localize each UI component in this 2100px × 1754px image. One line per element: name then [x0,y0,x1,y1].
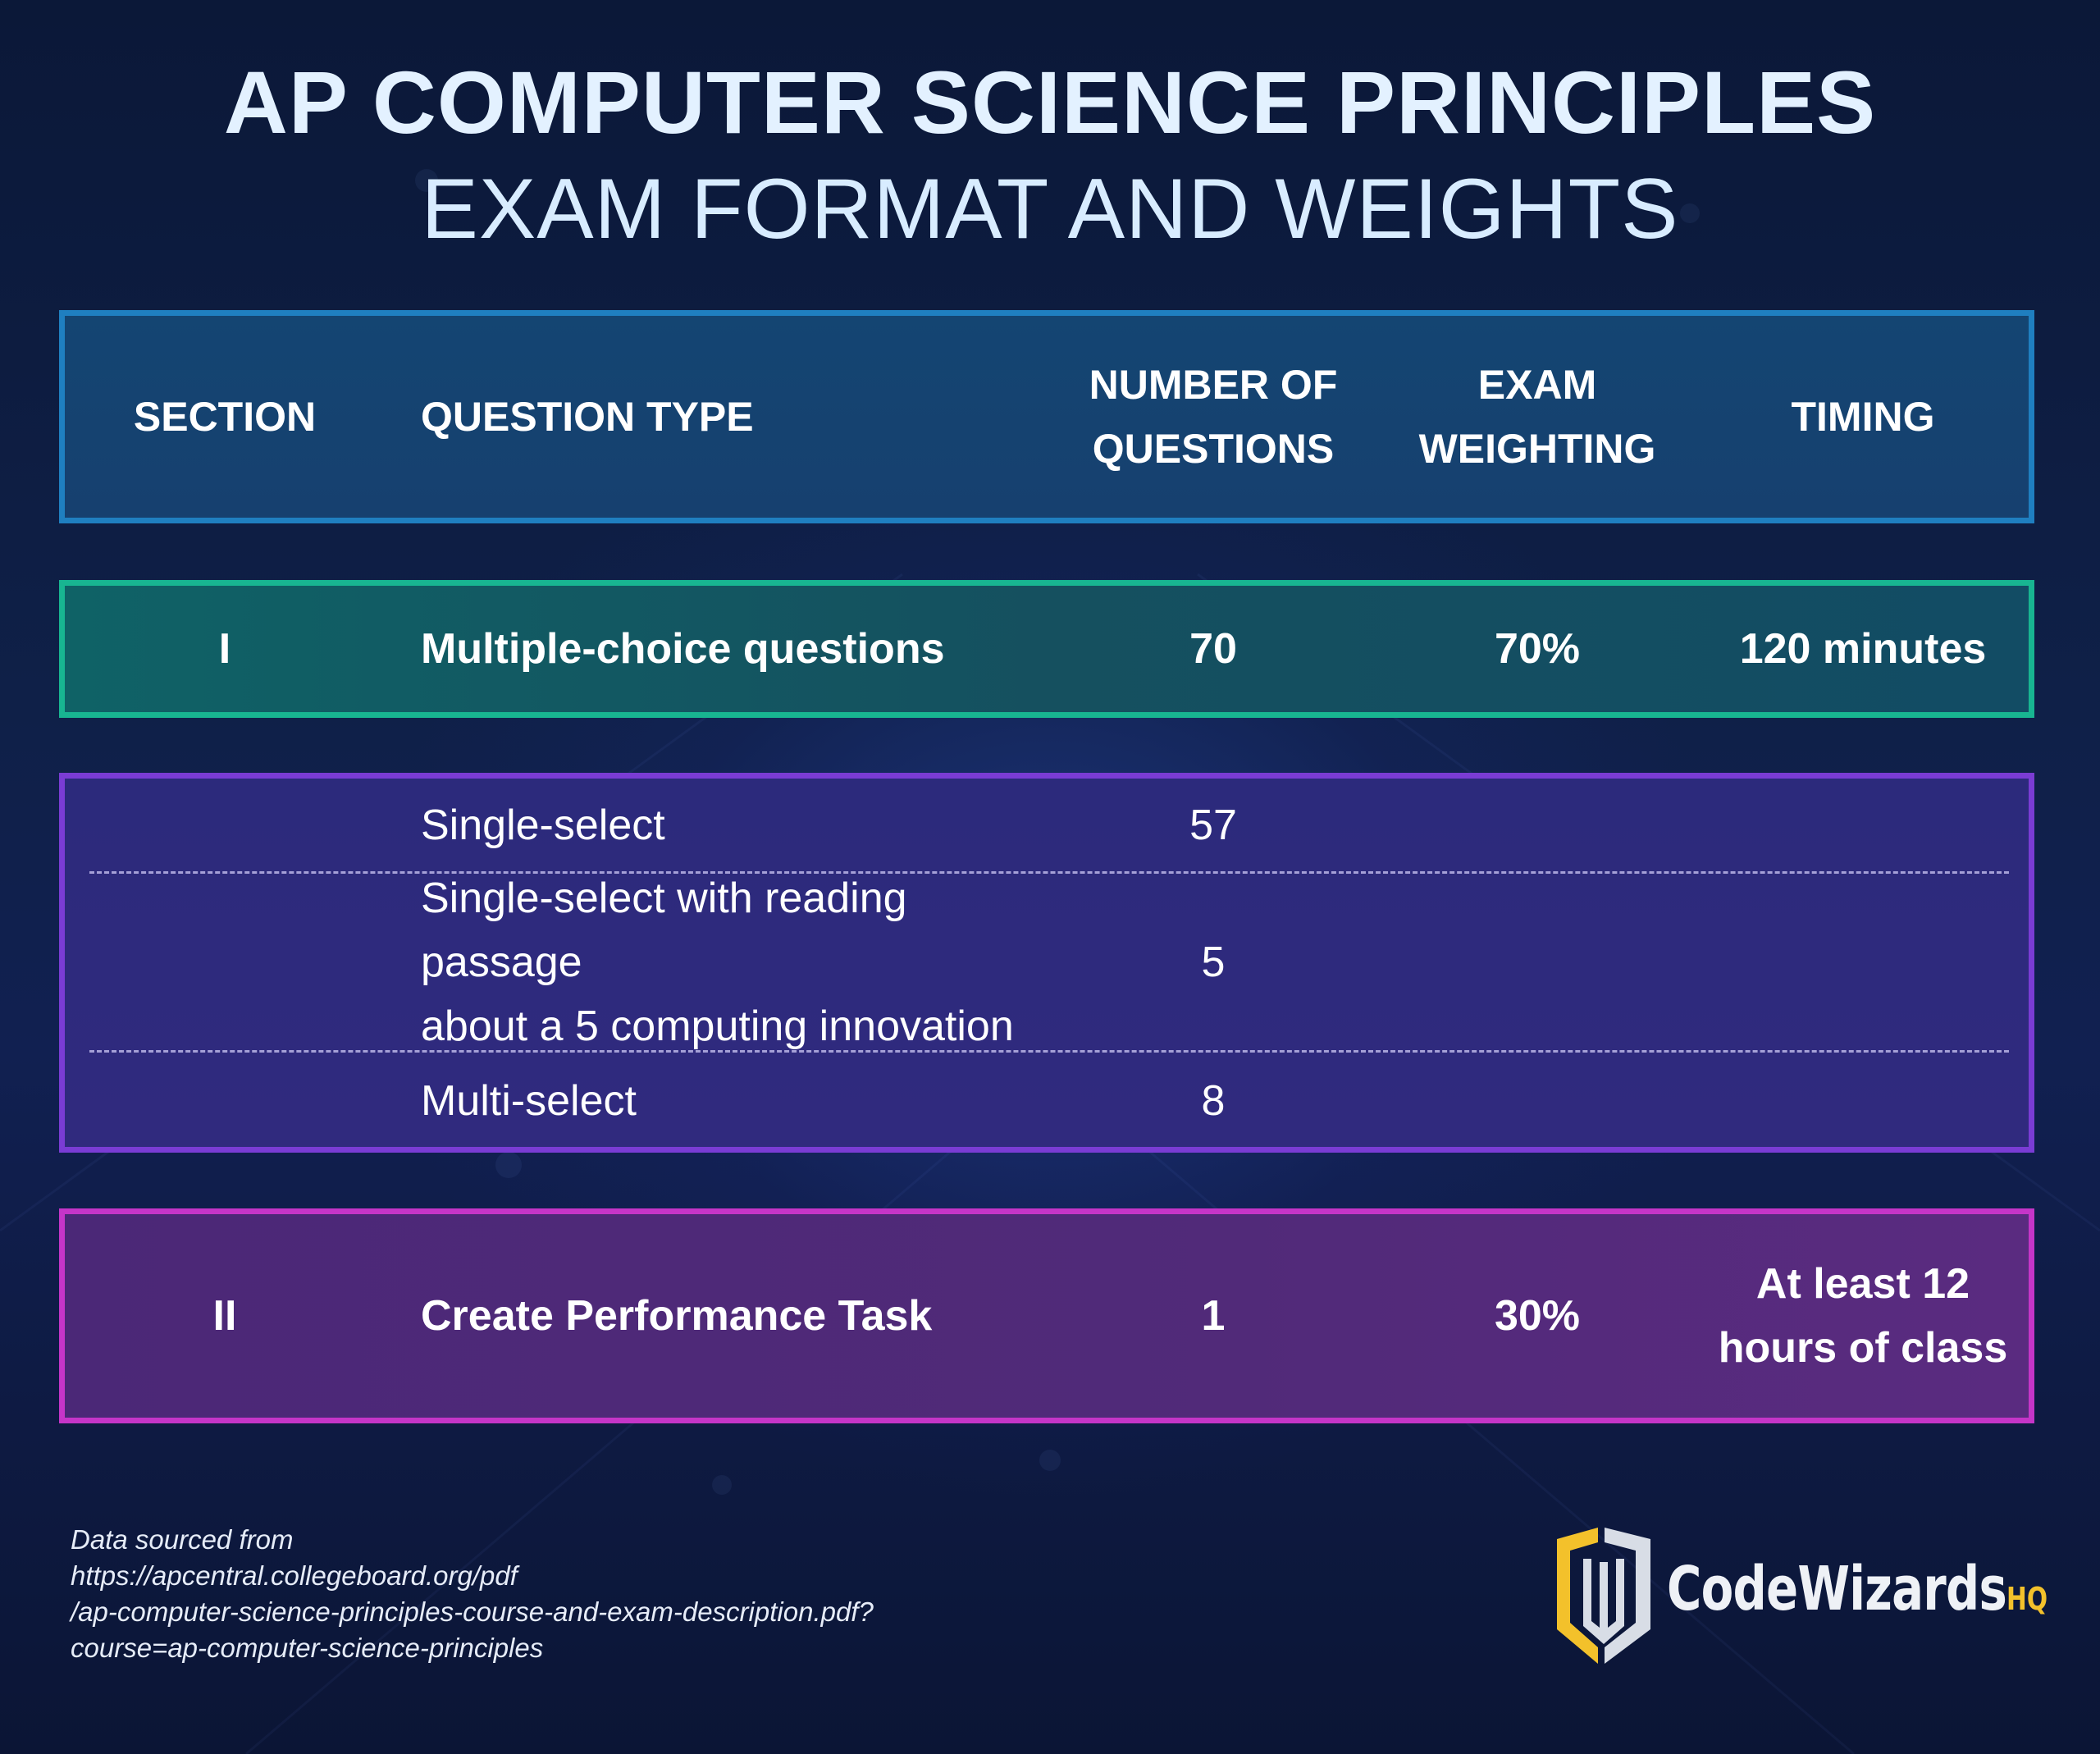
page-title: AP COMPUTER SCIENCE PRINCIPLES [223,53,1877,152]
logo-wordmark: CodeWizardsHQ [1667,1552,2048,1636]
section-2-question-count: 1 [1201,1292,1226,1340]
section-1-timing: 120 minutes [1739,625,1987,673]
section-2-number: II [212,1292,237,1340]
source-url-line1: https://apcentral.collegeboard.org/pdf [71,1560,518,1591]
subtype-3-question-count: 8 [1201,1077,1226,1125]
header-exam-weighting: EXAM WEIGHTING [1377,316,1697,518]
subtype-1-question-count: 57 [1189,802,1237,849]
section-2-timing: At least 12 hours of class [1697,1214,2029,1418]
source-line1: Data sourced from [71,1524,294,1555]
header-weighting-line2: WEIGHTING [1418,426,1656,472]
page-subtitle: EXAM FORMAT AND WEIGHTS [421,162,1679,257]
section-2-weighting: 30% [1494,1292,1581,1340]
header-number-line2: QUESTIONS [1092,426,1335,472]
logo-name: CodeWizards [1667,1554,2007,1624]
subtype-2-question-count: 5 [1201,939,1226,986]
table-row-section-2: II Create Performance Task 1 30% At leas… [59,1208,2034,1423]
table-row-section-1: I Multiple-choice questions 70 70% 120 m… [59,580,2034,718]
header-number-line1: NUMBER OF [1089,362,1338,408]
section-1-number: I [218,625,231,673]
table-header: SECTION QUESTION TYPE NUMBER OF QUESTION… [59,310,2034,523]
section-1-weighting: 70% [1494,625,1581,673]
subtype-1-question-type: Single-select [421,802,665,849]
subtype-list: Single-select 57 Single-select with read… [59,773,2034,1153]
header-section: SECTION [133,394,317,440]
section-1-question-count: 70 [1189,625,1237,673]
header-number-of-questions: NUMBER OF QUESTIONS [1049,316,1377,518]
section-2-question-type: Create Performance Task [421,1292,933,1340]
source-url-line2: /ap-computer-science-principles-course-a… [71,1596,874,1627]
subtype-2-line1: Single-select with reading passage [421,875,907,986]
codewizards-shield-icon [1557,1528,1650,1664]
header-timing: TIMING [1791,394,1935,440]
data-source-note: Data sourced from https://apcentral.coll… [71,1522,1055,1666]
subtype-2-line2: about a 5 computing innovation [421,1003,1014,1050]
source-url-line3: course=ap-computer-science-principles [71,1633,544,1663]
header-weighting-line1: EXAM [1477,362,1597,408]
codewizards-logo: CodeWizardsHQ [1550,1524,2048,1668]
subtype-2-question-type: Single-select with reading passage about… [421,875,1077,1050]
section-2-timing-line1: At least 12 [1755,1260,1970,1308]
subtype-3-question-type: Multi-select [421,1077,637,1125]
header-question-type: QUESTION TYPE [421,394,754,440]
section-1-question-type: Multiple-choice questions [421,625,945,673]
row-divider [89,871,2009,874]
row-divider [89,1050,2009,1053]
section-2-timing-line2: hours of class [1718,1324,2008,1372]
logo-suffix: HQ [2006,1581,2048,1617]
